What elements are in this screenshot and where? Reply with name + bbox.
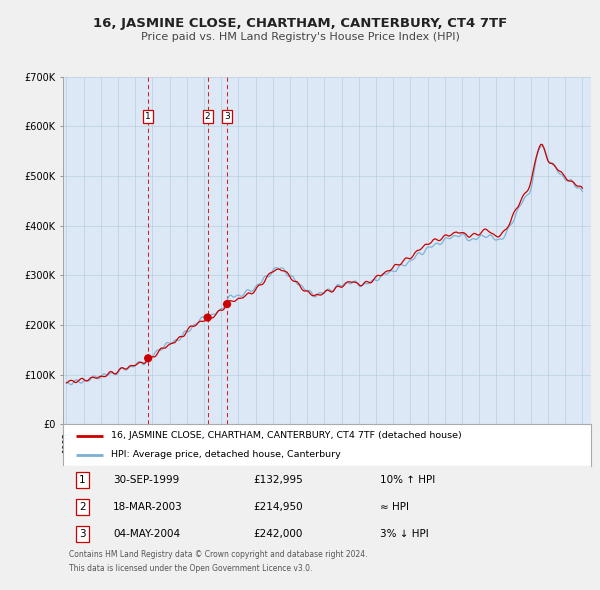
Text: 16, JASMINE CLOSE, CHARTHAM, CANTERBURY, CT4 7TF (detached house): 16, JASMINE CLOSE, CHARTHAM, CANTERBURY,… — [110, 431, 461, 440]
Point — [222, 299, 232, 309]
Text: 1: 1 — [145, 112, 151, 121]
Text: 3: 3 — [79, 529, 86, 539]
Text: Price paid vs. HM Land Registry's House Price Index (HPI): Price paid vs. HM Land Registry's House … — [140, 32, 460, 41]
Text: £242,000: £242,000 — [253, 529, 302, 539]
Text: 30-SEP-1999: 30-SEP-1999 — [113, 475, 179, 485]
Text: 3% ↓ HPI: 3% ↓ HPI — [380, 529, 428, 539]
Text: 2: 2 — [205, 112, 211, 121]
Text: HPI: Average price, detached house, Canterbury: HPI: Average price, detached house, Cant… — [110, 450, 340, 459]
Text: 1: 1 — [79, 475, 86, 485]
Point — [143, 353, 153, 363]
Point — [203, 313, 212, 322]
Text: 04-MAY-2004: 04-MAY-2004 — [113, 529, 180, 539]
Text: 10% ↑ HPI: 10% ↑ HPI — [380, 475, 435, 485]
Text: 18-MAR-2003: 18-MAR-2003 — [113, 502, 183, 512]
Text: This data is licensed under the Open Government Licence v3.0.: This data is licensed under the Open Gov… — [70, 564, 313, 573]
Text: £132,995: £132,995 — [253, 475, 303, 485]
Text: 3: 3 — [224, 112, 230, 121]
Text: 16, JASMINE CLOSE, CHARTHAM, CANTERBURY, CT4 7TF: 16, JASMINE CLOSE, CHARTHAM, CANTERBURY,… — [93, 17, 507, 30]
Text: Contains HM Land Registry data © Crown copyright and database right 2024.: Contains HM Land Registry data © Crown c… — [70, 550, 368, 559]
Text: ≈ HPI: ≈ HPI — [380, 502, 409, 512]
Text: 2: 2 — [79, 502, 86, 512]
Text: £214,950: £214,950 — [253, 502, 303, 512]
